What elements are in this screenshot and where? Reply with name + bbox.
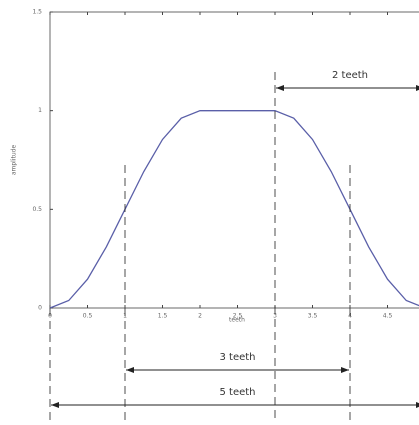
- y-tick-label: 1: [38, 107, 42, 114]
- line-series: [49, 110, 419, 309]
- y-tick-label: 0.5: [32, 206, 42, 213]
- dimension-label: 3 teeth: [219, 352, 255, 363]
- dimension-label: 2 teeth: [332, 70, 368, 81]
- x-tick-label: 0.5: [83, 313, 93, 320]
- x-axis-label: teeth: [229, 317, 245, 324]
- y-tick-label: 1.5: [32, 9, 42, 16]
- x-tick-label: 1.5: [158, 313, 168, 320]
- x-tick-label: 2.5: [233, 313, 243, 320]
- x-tick-label: 3: [273, 313, 277, 320]
- y-tick-label: 0: [38, 305, 42, 312]
- plot-frame: [49, 11, 419, 309]
- x-tick-label: 2: [198, 313, 202, 320]
- x-tick-label: 3.5: [308, 313, 318, 320]
- x-tick-label: 4.5: [383, 313, 393, 320]
- y-axis-label: amplitude: [11, 145, 18, 176]
- dimension-label: 5 teeth: [219, 387, 255, 398]
